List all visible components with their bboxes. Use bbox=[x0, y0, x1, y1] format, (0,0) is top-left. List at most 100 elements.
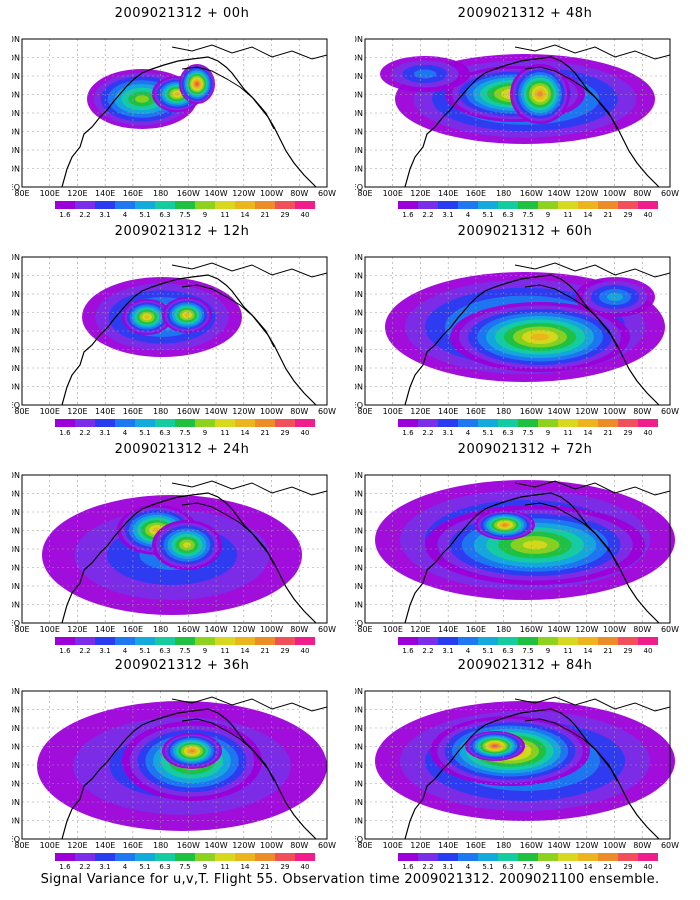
x-tick-label: 180 bbox=[496, 625, 511, 634]
map-panel-36h: 2009021312 + 36h 80E 100E 120E 140E 160E 180 1… bbox=[12, 658, 352, 880]
colorbar-swatch bbox=[115, 419, 135, 427]
y-tick-label: 10N bbox=[355, 817, 363, 826]
colorbar-label: 40 bbox=[644, 863, 653, 871]
colorbar-label: 29 bbox=[281, 863, 290, 871]
x-tick-label: 180 bbox=[496, 189, 511, 198]
colorbar-label: 4 bbox=[123, 647, 128, 655]
colorbar-swatch bbox=[135, 853, 155, 861]
y-tick-label: 60N bbox=[12, 724, 20, 733]
colorbar-label: 29 bbox=[624, 863, 633, 871]
x-tick-label: 120W bbox=[232, 407, 255, 416]
y-tick-label: 20N bbox=[12, 798, 20, 807]
colorbar-swatch bbox=[518, 419, 538, 427]
y-tick-label: 40N bbox=[12, 327, 20, 336]
y-tick-label: 10N bbox=[12, 165, 20, 174]
colorbar-label: 9 bbox=[546, 429, 550, 437]
colorbar-label: 4 bbox=[123, 863, 128, 871]
x-tick-label: 80E bbox=[14, 841, 29, 850]
colorbar-swatch bbox=[135, 637, 155, 645]
colorbar-swatch bbox=[175, 853, 195, 861]
colorbar-label: 11 bbox=[564, 647, 573, 655]
colorbar-swatch bbox=[498, 419, 518, 427]
colorbar-swatch bbox=[155, 853, 175, 861]
colorbar-label: 14 bbox=[241, 647, 250, 655]
colorbar-label: 1.6 bbox=[59, 647, 71, 655]
colorbar-swatch bbox=[275, 419, 295, 427]
map-panel-48h: 2009021312 + 48h 80E 100E 120E 140E 160E 180 1… bbox=[355, 6, 695, 228]
colorbar-swatch bbox=[558, 419, 578, 427]
y-tick-label: 40N bbox=[12, 545, 20, 554]
colorbar-label: 6.3 bbox=[502, 211, 513, 219]
coastline bbox=[404, 274, 660, 406]
map-frame bbox=[364, 256, 671, 406]
colorbar-swatch bbox=[175, 419, 195, 427]
colorbar-label: 40 bbox=[644, 647, 653, 655]
colorbar-label: 9 bbox=[546, 863, 550, 871]
colorbar-swatch bbox=[155, 419, 175, 427]
colorbar-label: 6.3 bbox=[502, 863, 513, 871]
variance-contour bbox=[492, 744, 498, 748]
y-tick-label: EQ bbox=[355, 619, 363, 628]
y-tick-label: 20N bbox=[12, 582, 20, 591]
colorbar-label: 11 bbox=[564, 863, 573, 871]
y-tick-label: 30N bbox=[355, 346, 363, 355]
coastline bbox=[514, 262, 671, 278]
colorbar-swatch bbox=[255, 637, 275, 645]
map-frame bbox=[21, 474, 328, 624]
x-tick-label: 120E bbox=[410, 625, 430, 634]
x-tick-label: 80W bbox=[290, 189, 308, 198]
coastline bbox=[171, 480, 328, 496]
colorbar-swatch bbox=[215, 201, 235, 209]
colorbar-label: 1.6 bbox=[59, 863, 71, 871]
x-tick-label: 60W bbox=[661, 841, 679, 850]
x-tick-label: 120W bbox=[232, 189, 255, 198]
colorbar-label: 3.1 bbox=[442, 429, 453, 437]
colorbar-swatch bbox=[135, 201, 155, 209]
colorbar-label: 3.1 bbox=[442, 647, 453, 655]
colorbar-label: 21 bbox=[604, 863, 613, 871]
colorbar-swatch bbox=[175, 637, 195, 645]
x-tick-label: 140E bbox=[438, 407, 458, 416]
panel-title: 2009021312 + 00h bbox=[114, 6, 250, 21]
y-tick-label: 50N bbox=[12, 527, 20, 536]
colorbar-label: 6.3 bbox=[159, 863, 170, 871]
colorbar-swatch bbox=[95, 419, 115, 427]
colorbar-label: 5.1 bbox=[139, 647, 150, 655]
map-area bbox=[364, 38, 671, 188]
colorbar-label: 14 bbox=[241, 429, 250, 437]
colorbar-swatch bbox=[498, 637, 518, 645]
x-tick-label: 80W bbox=[633, 407, 651, 416]
variance-contour bbox=[144, 315, 150, 319]
x-tick-label: 160W bbox=[177, 407, 200, 416]
coastline bbox=[61, 708, 317, 840]
x-tick-label: 140E bbox=[95, 625, 115, 634]
x-tick-label: 120E bbox=[67, 407, 87, 416]
colorbar-swatch bbox=[438, 419, 458, 427]
colorbar-swatch bbox=[275, 853, 295, 861]
x-tick-label: 160E bbox=[466, 189, 486, 198]
colorbar-label: 4 bbox=[123, 429, 128, 437]
y-tick-label: 20N bbox=[355, 798, 363, 807]
x-tick-label: 140W bbox=[547, 625, 570, 634]
x-tick-label: 160E bbox=[123, 407, 143, 416]
colorbar-label: 29 bbox=[624, 211, 633, 219]
y-tick-label: 70N bbox=[355, 490, 363, 499]
x-tick-label: 120W bbox=[575, 407, 598, 416]
colorbar-swatch bbox=[195, 637, 215, 645]
colorbar-label: 5.1 bbox=[139, 211, 150, 219]
colorbar-label: 14 bbox=[584, 863, 593, 871]
colorbar-label: 2.2 bbox=[422, 429, 433, 437]
colorbar-label: 9 bbox=[546, 647, 550, 655]
colorbar-label: 5.1 bbox=[482, 647, 493, 655]
colorbar-label: 9 bbox=[203, 211, 207, 219]
colorbar-label: 5.1 bbox=[139, 429, 150, 437]
map-panel-00h: 2009021312 + 00h 80E 100E 120E 140E 160E 180 1… bbox=[12, 6, 352, 228]
coastline bbox=[404, 492, 660, 624]
y-tick-label: 70N bbox=[355, 54, 363, 63]
colorbar-label: 11 bbox=[221, 647, 230, 655]
x-tick-label: 180 bbox=[153, 841, 168, 850]
y-tick-label: 30N bbox=[355, 780, 363, 789]
colorbar-swatch bbox=[518, 637, 538, 645]
map-area bbox=[21, 690, 328, 840]
x-tick-label: 80W bbox=[633, 189, 651, 198]
